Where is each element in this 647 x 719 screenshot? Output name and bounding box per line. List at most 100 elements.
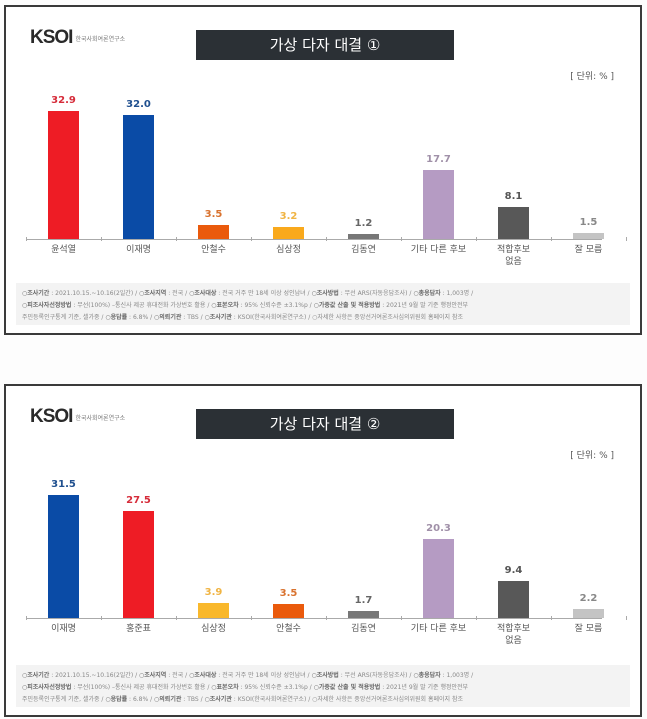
bar bbox=[273, 226, 304, 239]
logo-subtitle: 한국사회여론연구소 bbox=[75, 35, 126, 43]
axis-tick bbox=[326, 616, 327, 620]
axis-tick bbox=[101, 616, 102, 620]
bar-chart: 31.5 이재명 27.5 홍준표 3.9 심상정 3.5 안철수 1.7 김동연 20.3 기타 다… bbox=[24, 466, 627, 646]
bar-group: 3.2 심상정 bbox=[252, 87, 325, 267]
bar-group: 1.7 김동연 bbox=[327, 466, 400, 646]
bar-value-label: 9.4 bbox=[504, 565, 523, 577]
bar-group: 1.2 김동연 bbox=[327, 87, 400, 267]
axis-tick bbox=[26, 237, 27, 241]
bar-chart: 32.9 윤석열 32.0 이재명 3.5 안철수 3.2 심상정 1.2 김동연 17.7 기타 다… bbox=[24, 87, 627, 267]
bar bbox=[573, 609, 604, 618]
bar-value-label: 32.9 bbox=[51, 95, 76, 106]
bar-value-label: 1.7 bbox=[354, 595, 373, 607]
bar-value-label: 3.5 bbox=[204, 209, 223, 221]
bar bbox=[198, 602, 229, 618]
chart-title: 가상 다자 대결 ① bbox=[196, 30, 454, 60]
axis-tick bbox=[251, 237, 252, 241]
category-label: 잘 모름 bbox=[574, 624, 603, 634]
category-label: 적합후보 없음 bbox=[496, 624, 531, 646]
category-label: 잘 모름 bbox=[574, 245, 603, 255]
category-label: 기타 다른 후보 bbox=[410, 624, 467, 634]
axis-tick bbox=[626, 237, 627, 241]
logo-mark: KSOI bbox=[30, 406, 73, 427]
bar bbox=[123, 511, 154, 618]
bar-value-label: 1.5 bbox=[579, 217, 598, 229]
bar-value-label: 17.7 bbox=[426, 154, 451, 166]
category-label: 김동연 bbox=[351, 245, 376, 255]
bar bbox=[198, 225, 229, 239]
category-label: 이재명 bbox=[126, 245, 151, 255]
category-label: 김동연 bbox=[351, 624, 376, 634]
bar bbox=[348, 234, 379, 239]
axis-tick bbox=[176, 237, 177, 241]
bar-group: 8.1 적합후보 없음 bbox=[477, 87, 550, 267]
bar-value-label: 2.2 bbox=[579, 593, 598, 605]
category-label: 적합후보 없음 bbox=[496, 245, 531, 267]
bar bbox=[423, 539, 454, 618]
category-label: 이재명 bbox=[51, 624, 76, 634]
category-label: 안철수 bbox=[201, 245, 226, 255]
bar-group: 20.3 기타 다른 후보 bbox=[402, 466, 475, 646]
bar bbox=[48, 111, 79, 239]
category-label: 심상정 bbox=[201, 624, 226, 634]
bar bbox=[48, 495, 79, 618]
axis-tick bbox=[26, 616, 27, 620]
footnote-line: ○피조사자선정방법 : 무선(100%) –통신사 제공 휴대전화 가상번호 활… bbox=[22, 302, 469, 309]
x-axis bbox=[26, 239, 602, 240]
bar-value-label: 1.2 bbox=[354, 218, 373, 230]
axis-tick bbox=[176, 616, 177, 620]
bar-group: 1.5 잘 모름 bbox=[552, 87, 625, 267]
ksoi-logo: KSOI 한국사회여론연구소 bbox=[30, 27, 125, 49]
bar-group: 17.7 기타 다른 후보 bbox=[402, 87, 475, 267]
bar bbox=[423, 170, 454, 239]
bar-value-label: 20.3 bbox=[426, 523, 451, 535]
bar-value-label: 31.5 bbox=[51, 479, 76, 491]
footnote-line: ○조사기간 : 2021.10.15.~10.16(2일간) / ○조사지역 :… bbox=[22, 672, 474, 679]
bar-value-label: 3.2 bbox=[279, 210, 298, 222]
bar-group: 3.9 심상정 bbox=[177, 466, 250, 646]
category-label: 홍준표 bbox=[126, 624, 151, 634]
bar-value-label: 3.9 bbox=[204, 586, 223, 598]
footnote-line: 주민등록인구통계 기준, 셀가중 / ○응답률 : 6.8% / ○의뢰기관 :… bbox=[22, 314, 463, 321]
category-label: 심상정 bbox=[276, 245, 301, 255]
bar-value-label: 27.5 bbox=[126, 495, 151, 506]
bar-value-label: 3.5 bbox=[279, 588, 298, 600]
category-label: 안철수 bbox=[276, 624, 301, 634]
bar-group: 31.5 이재명 bbox=[27, 466, 100, 646]
category-label: 윤석열 bbox=[51, 245, 76, 255]
footnote-line: ○조사기간 : 2021.10.15.~10.16(2일간) / ○조사지역 :… bbox=[22, 290, 474, 297]
bar bbox=[498, 581, 529, 618]
category-label: 기타 다른 후보 bbox=[410, 245, 467, 255]
axis-tick bbox=[476, 237, 477, 241]
bar-value-label: 32.0 bbox=[126, 98, 151, 110]
chart-panel-2: KSOI 한국사회여론연구소 가상 다자 대결 ② [ 단위: % ] 31.5… bbox=[4, 384, 642, 717]
bar bbox=[348, 611, 379, 618]
bar-group: 32.0 이재명 bbox=[102, 87, 175, 267]
axis-tick bbox=[101, 237, 102, 241]
footnote-line: 주민등록인구통계 기준, 셀가중 / ○응답률 : 6.8% / ○의뢰기관 :… bbox=[22, 696, 463, 703]
logo-subtitle: 한국사회여론연구소 bbox=[75, 414, 126, 422]
axis-tick bbox=[251, 616, 252, 620]
footnote-line: ○피조사자선정방법 : 무선(100%) –통신사 제공 휴대전화 가상번호 활… bbox=[22, 684, 469, 691]
survey-footnote: ○조사기간 : 2021.10.15.~10.16(2일간) / ○조사지역 :… bbox=[16, 665, 630, 707]
bar-group: 3.5 안철수 bbox=[177, 87, 250, 267]
bar-group: 3.5 안철수 bbox=[252, 466, 325, 646]
chart-title: 가상 다자 대결 ② bbox=[196, 409, 454, 439]
axis-tick bbox=[626, 616, 627, 620]
bar bbox=[123, 114, 154, 239]
axis-tick bbox=[326, 237, 327, 241]
axis-tick bbox=[551, 237, 552, 241]
bar-value-label: 8.1 bbox=[504, 191, 523, 203]
bar-group: 32.9 윤석열 bbox=[27, 87, 100, 267]
bar-group: 9.4 적합후보 없음 bbox=[477, 466, 550, 646]
x-axis bbox=[26, 618, 602, 619]
logo-mark: KSOI bbox=[30, 27, 73, 48]
unit-label: [ 단위: % ] bbox=[570, 72, 614, 82]
bar bbox=[498, 207, 529, 239]
bar-group: 2.2 잘 모름 bbox=[552, 466, 625, 646]
chart-panel-1: KSOI 한국사회여론연구소 가상 다자 대결 ① [ 단위: % ] 32.9… bbox=[4, 5, 642, 335]
axis-tick bbox=[476, 616, 477, 620]
unit-label: [ 단위: % ] bbox=[570, 451, 614, 461]
axis-tick bbox=[401, 616, 402, 620]
bar bbox=[573, 233, 604, 239]
